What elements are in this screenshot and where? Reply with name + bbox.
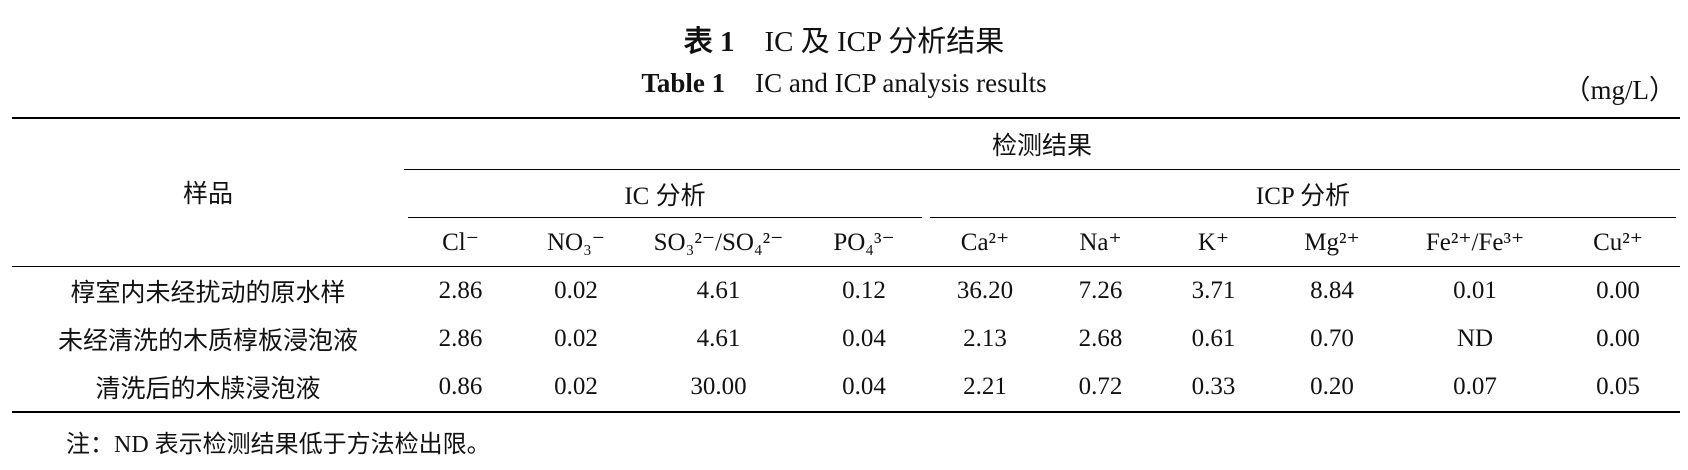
caption-label: Table 1 (641, 68, 726, 98)
cell-value: 0.86 (438, 372, 483, 400)
cell-value: 0.61 (1191, 324, 1236, 352)
results-table: 样品 检测结果 IC 分析 ICP 分析 Cl⁻ NO₃⁻ SO₃²⁻/SO₄²⁻ PO₄³⁻… (12, 117, 1681, 413)
header-row: IC 分析 ICP 分析 (12, 169, 1681, 218)
caption-title: IC and ICP analysis results (755, 68, 1047, 98)
cell-value: 2.13 (963, 324, 1007, 352)
column-header: Cu²⁺ (1556, 218, 1681, 267)
column-header: Mg²⁺ (1270, 218, 1394, 267)
cell-value: 0.07 (1453, 372, 1497, 400)
note: 注：ND 表示检测结果低于方法检出限。 (66, 432, 491, 458)
cell-value: 0.00 (1596, 324, 1640, 352)
data-row: 未经清洗的木质椁板浸泡液 2.86 0.02 4.61 0.04 2.13 2.68 0.61… (12, 315, 1680, 363)
cell-value: 0.02 (554, 372, 598, 400)
caption-zh: 表 1 IC 及 ICP 分析结果 (0, 18, 1688, 60)
cell-value: 0.02 (554, 324, 598, 352)
cell-value: 0.20 (1310, 372, 1354, 400)
cell-value: 0.04 (842, 372, 886, 400)
group-header: 检测结果 (404, 118, 1681, 170)
sample-header: 样品 (12, 118, 404, 267)
header-row: Cl⁻ NO₃⁻ SO₃²⁻/SO₄²⁻ PO₄³⁻ Ca²⁺ Na⁺ K⁺ Mg²⁺ Fe²⁺… (12, 218, 1681, 267)
column-header: SO₃²⁻/SO₄²⁻ (635, 218, 802, 267)
data-row: 清洗后的木牍浸泡液 0.86 0.02 30.00 0.04 2.21 0.72 0.33 0.… (12, 363, 1680, 412)
column-header: Cl⁻ (404, 218, 517, 267)
cell-value: 0.12 (842, 276, 886, 304)
column-header: Ca²⁺ (926, 218, 1044, 267)
cell-value: 4.61 (696, 276, 741, 304)
subgroup-header: IC 分析 (404, 169, 926, 218)
column-header: Na⁺ (1044, 218, 1157, 267)
caption-en: Table 1 IC and ICP analysis results (0, 68, 1688, 99)
cell-value: 3.71 (1191, 276, 1236, 304)
subgroup-header: ICP 分析 (926, 169, 1681, 218)
cell-value: 30.00 (690, 372, 747, 400)
caption-title: IC 及 ICP 分析结果 (764, 26, 1005, 58)
cell-value: 7.26 (1078, 276, 1123, 304)
column-header: NO₃⁻ (517, 218, 635, 267)
column-header: K⁺ (1157, 218, 1270, 267)
cell-value: 2.21 (963, 372, 1007, 400)
cell-value: 8.84 (1310, 276, 1354, 304)
cell-value: 0.72 (1078, 372, 1123, 400)
unit: （mg/L） (1563, 75, 1677, 105)
cell-value: 2.86 (438, 276, 483, 304)
table-body: 椁室内未经扰动的原水样 2.86 0.02 4.61 0.12 36.20 7.26 3.71… (12, 266, 1680, 412)
cell-value: 0.04 (842, 324, 886, 352)
cell-value: 0.00 (1596, 276, 1640, 304)
cell-value: 36.20 (956, 276, 1014, 304)
cell-value: 2.86 (438, 324, 483, 352)
column-header: PO₄³⁻ (802, 218, 926, 267)
cell-value: 0.01 (1453, 276, 1497, 304)
data-row: 椁室内未经扰动的原水样 2.86 0.02 4.61 0.12 36.20 7.26 3.71… (12, 266, 1680, 315)
column-header: Fe²⁺/Fe³⁺ (1394, 218, 1556, 267)
sample-name: 椁室内未经扰动的原水样 (70, 279, 346, 307)
cell-value: 0.33 (1191, 372, 1236, 400)
sample-name: 清洗后的木牍浸泡液 (95, 375, 321, 403)
cell-value: ND (1456, 324, 1494, 352)
cell-value: 2.68 (1078, 324, 1123, 352)
header-row: 样品 检测结果 (12, 118, 1681, 267)
cell-value: 0.02 (554, 276, 598, 304)
caption-label: 表 1 (683, 26, 735, 58)
cell-value: 0.70 (1310, 324, 1354, 352)
cell-value: 0.05 (1596, 372, 1640, 400)
cell-value: 4.61 (696, 324, 741, 352)
sample-name: 未经清洗的木质椁板浸泡液 (57, 327, 358, 355)
table-head: 样品 检测结果 IC 分析 ICP 分析 Cl⁻ NO₃⁻ SO₃²⁻/SO₄²⁻ PO₄³⁻… (12, 118, 1681, 267)
